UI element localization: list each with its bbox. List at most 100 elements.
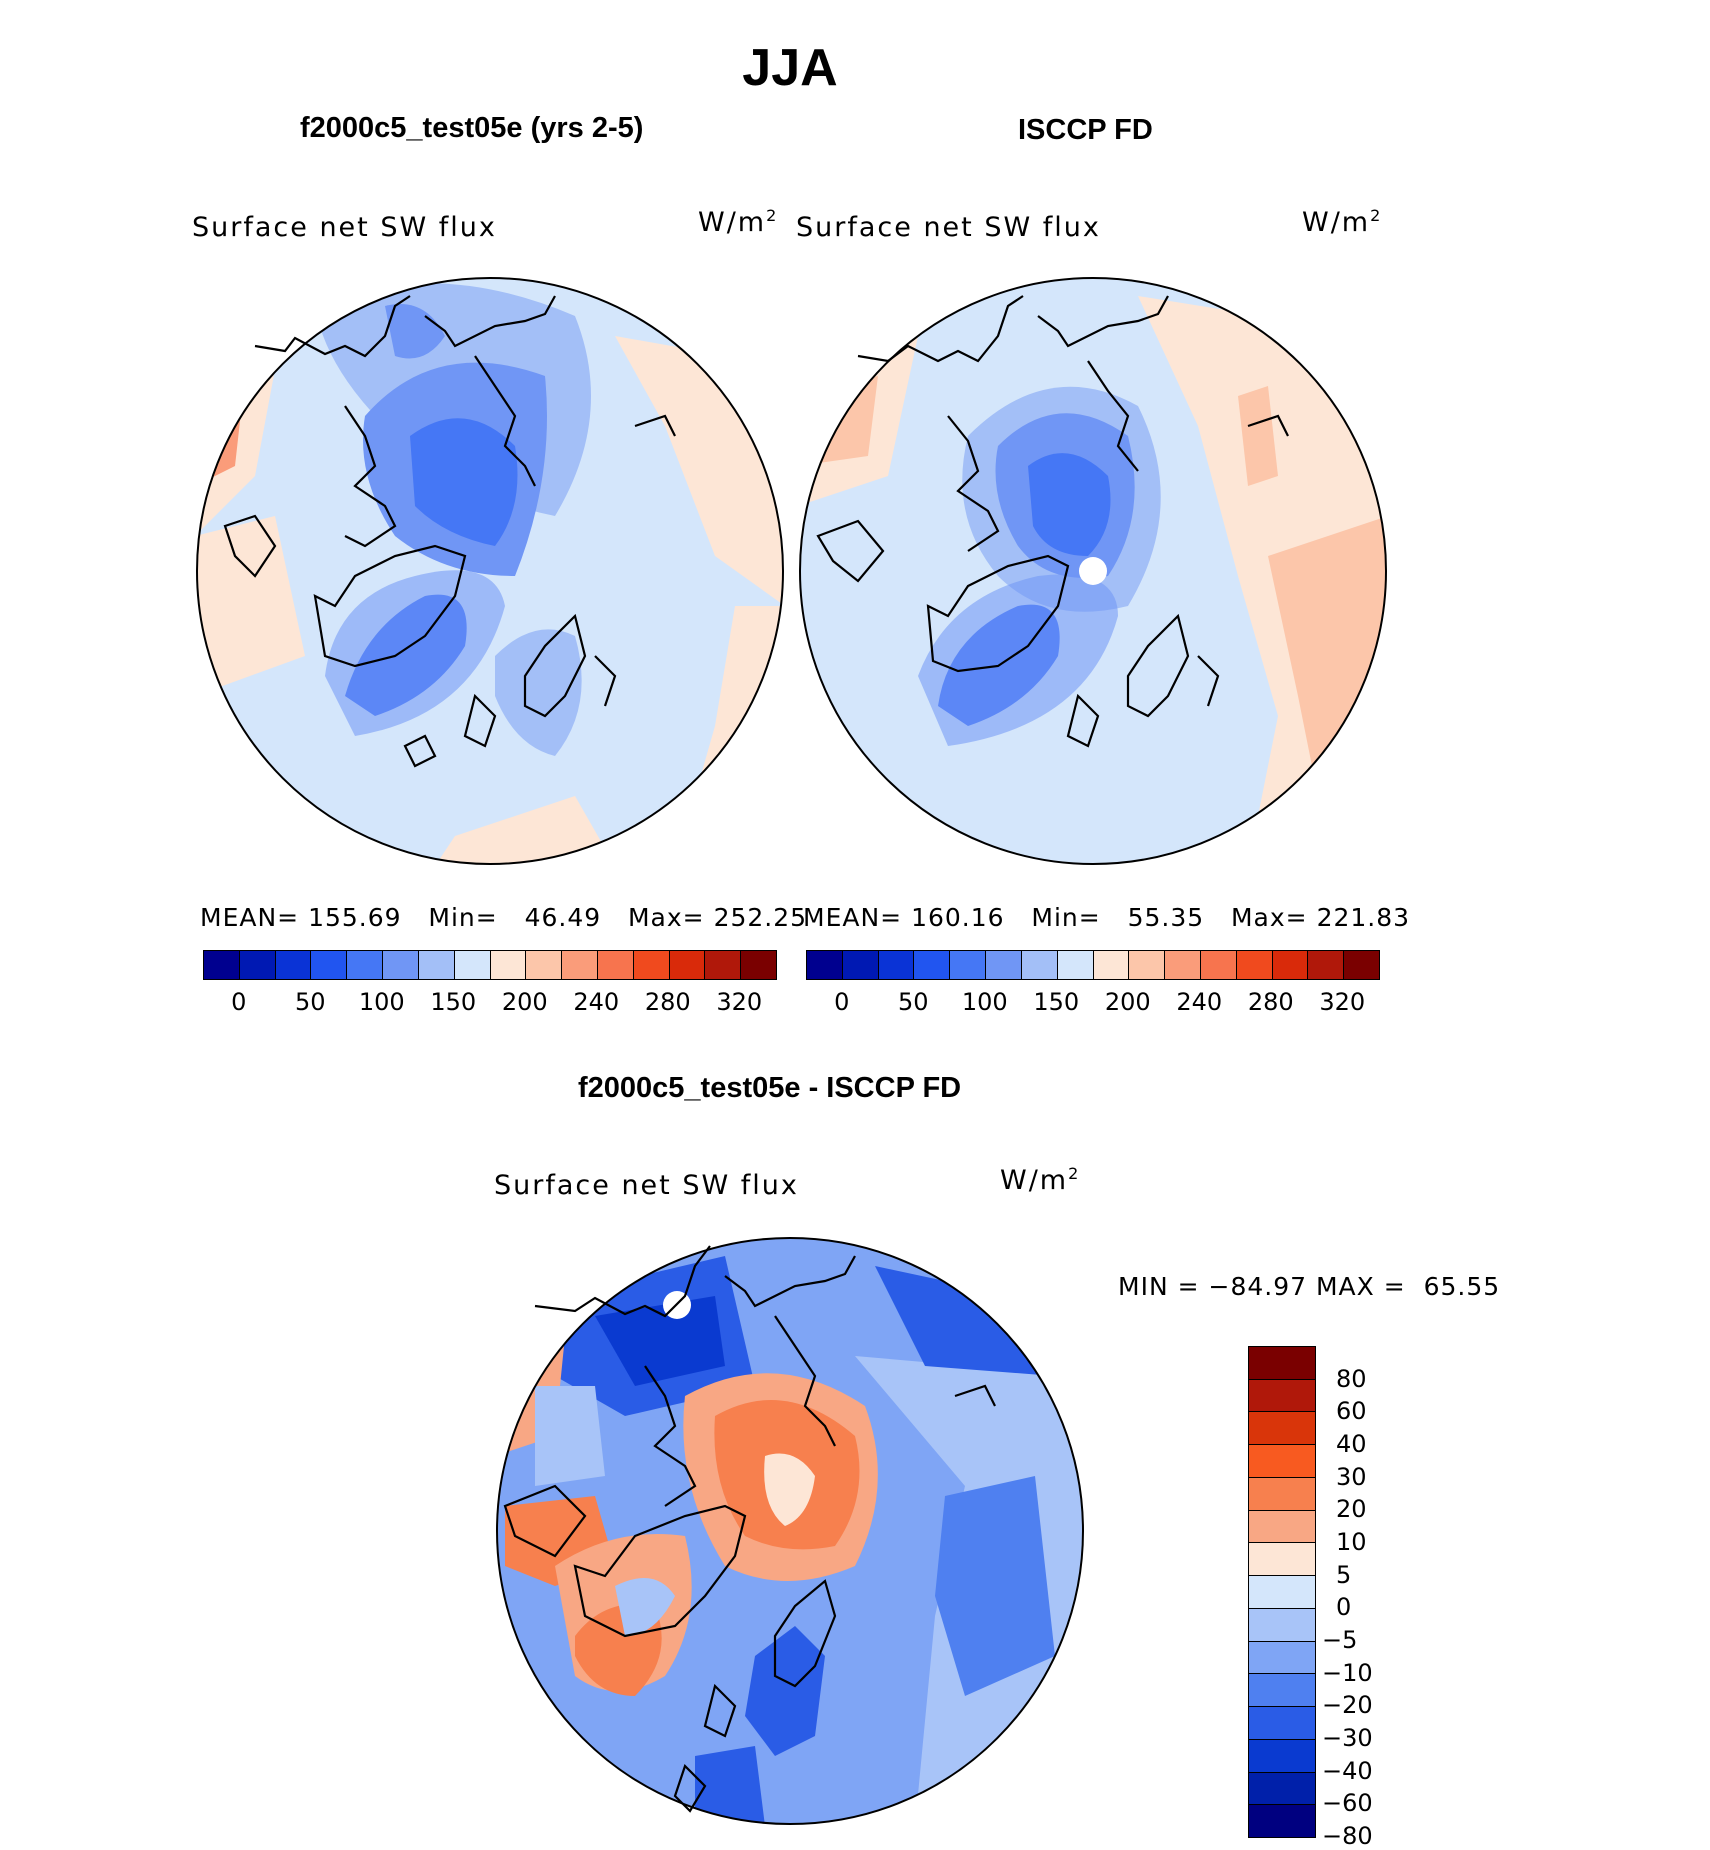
diff-variable-label: Surface net SW flux [494,1170,799,1201]
diff-colorbar-swatch [1249,1543,1315,1577]
obs-colorbar-tick-label: 0 [834,988,850,1016]
diff-colorbar-swatch [1249,1707,1315,1740]
diff-colorbar-swatch [1249,1674,1315,1708]
obs-colorbar-swatch [914,951,951,979]
obs-colorbar-swatch [1308,951,1345,979]
diff-colorbar-tick-label: −5 [1322,1626,1358,1654]
model-colorbar [203,950,777,980]
diff-colorbar-swatch [1249,1347,1315,1380]
model-colorbar-swatch [633,951,670,979]
model-colorbar-swatch [204,951,240,979]
model-colorbar-tick-label: 280 [644,988,691,1016]
diff-colorbar-tick-label: 30 [1336,1462,1367,1491]
obs-panel-title: ISCCP FD [1018,114,1153,146]
obs-colorbar-tick-label: 280 [1247,988,1294,1016]
obs-colorbar-swatch [1165,951,1201,979]
obs-colorbar-swatch [878,951,915,979]
obs-colorbar-swatch [807,951,843,979]
diff-colorbar-swatch [1249,1641,1315,1675]
obs-colorbar-swatch [1093,951,1130,979]
model-panel-title: f2000c5_test05e (yrs 2-5) [300,112,644,144]
model-colorbar-swatch [490,951,527,979]
obs-stats: MEAN= 160.16 Min= 55.35 Max= 221.83 [803,903,1411,932]
obs-colorbar-tick-label: 200 [1104,988,1151,1016]
obs-colorbar-tick-label: 50 [897,988,929,1016]
diff-colorbar-tick-label: −40 [1322,1756,1373,1785]
diff-colorbar-tick-label: −60 [1322,1789,1373,1818]
model-colorbar-swatch [597,951,634,979]
model-colorbar-swatch [669,951,706,979]
diff-colorbar-tick-label: 80 [1336,1364,1367,1393]
model-colorbar-swatch [239,951,276,979]
obs-colorbar-swatch [1129,951,1166,979]
diff-colorbar-tick-label: 20 [1336,1495,1367,1524]
model-colorbar-swatch [526,951,563,979]
model-colorbar-swatch [418,951,455,979]
diff-colorbar-tick-label: −80 [1322,1822,1373,1850]
diff-colorbar-swatch [1249,1510,1315,1544]
figure-title: JJA [742,39,838,97]
diff-colorbar-swatch [1249,1445,1315,1478]
obs-colorbar-swatch [1272,951,1309,979]
obs-colorbar-tick-label: 150 [1033,988,1080,1016]
diff-colorbar-tick-label: −20 [1322,1691,1373,1720]
obs-units-label: W/m2 [1302,206,1383,238]
obs-colorbar-swatch [1021,951,1058,979]
diff-colorbar-swatch [1249,1772,1315,1806]
diff-colorbar-tick-label: −30 [1322,1724,1373,1752]
obs-colorbar-tick-label: 100 [961,988,1008,1016]
obs-colorbar-swatch [1200,951,1237,979]
model-colorbar-swatch [741,951,776,979]
obs-polar-map [799,277,1387,865]
model-colorbar-tick-label: 200 [501,988,548,1016]
model-colorbar-tick-label: 320 [716,988,763,1016]
obs-colorbar-swatch [1236,951,1273,979]
model-colorbar-ticks: 0 50 100 150 200 240 280 320 [203,988,775,1018]
model-colorbar-swatch [275,951,312,979]
obs-colorbar-swatch [950,951,987,979]
model-colorbar-tick-label: 100 [358,988,405,1016]
model-units-label: W/m2 [698,206,779,238]
diff-polar-map [496,1237,1084,1825]
model-variable-label: Surface net SW flux [192,212,497,243]
obs-colorbar [806,950,1380,980]
diff-colorbar-tick-label: 40 [1336,1430,1367,1458]
model-stats: MEAN= 155.69 Min= 46.49 Max= 252.25 [200,903,808,932]
obs-colorbar-swatch [1057,951,1094,979]
obs-colorbar-ticks: 0 50 100 150 200 240 280 320 [806,988,1378,1018]
model-colorbar-tick-label: 0 [231,988,247,1016]
model-colorbar-swatch [383,951,419,979]
model-colorbar-swatch [705,951,742,979]
diff-colorbar-tick-label: 10 [1336,1528,1367,1556]
obs-colorbar-swatch [1344,951,1379,979]
model-colorbar-swatch [562,951,598,979]
diff-stats: MIN = −84.97 MAX = 65.55 [1118,1272,1501,1301]
diff-units-label: W/m2 [1000,1164,1081,1196]
diff-colorbar-swatch [1249,1805,1315,1838]
diff-colorbar [1248,1346,1316,1838]
diff-colorbar-swatch [1249,1412,1315,1446]
diff-colorbar-tick-label: −10 [1322,1658,1373,1687]
diff-colorbar-ticks: 80 60 40 30 20 10 5 0 −5 −10 −20 −30 −40 −60 −80 [1322,1346,1442,1850]
model-colorbar-swatch [454,951,491,979]
diff-colorbar-swatch [1249,1608,1315,1642]
diff-colorbar-swatch [1249,1739,1315,1773]
diff-panel-title: f2000c5_test05e - ISCCP FD [578,1072,962,1104]
obs-colorbar-tick-label: 320 [1319,988,1366,1016]
model-polar-map [196,277,784,865]
obs-colorbar-tick-label: 240 [1176,988,1223,1016]
obs-variable-label: Surface net SW flux [796,212,1101,243]
model-colorbar-tick-label: 150 [430,988,477,1016]
diff-colorbar-tick-label: 60 [1336,1397,1367,1426]
diff-colorbar-tick-label: 0 [1336,1593,1352,1622]
diff-colorbar-tick-label: 5 [1336,1560,1352,1589]
model-colorbar-tick-label: 240 [573,988,620,1016]
model-colorbar-swatch [347,951,384,979]
diff-colorbar-swatch [1249,1576,1315,1609]
obs-colorbar-swatch [842,951,879,979]
obs-colorbar-swatch [986,951,1022,979]
diff-colorbar-swatch [1249,1477,1315,1511]
model-colorbar-swatch [311,951,348,979]
model-colorbar-tick-label: 50 [294,988,326,1016]
diff-colorbar-swatch [1249,1379,1315,1413]
